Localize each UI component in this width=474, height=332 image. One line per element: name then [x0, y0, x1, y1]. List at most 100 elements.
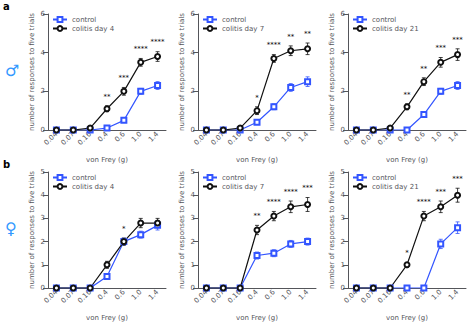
svg-text:3: 3 — [41, 214, 45, 222]
svg-text:1.0: 1.0 — [130, 130, 144, 144]
svg-text:0: 0 — [191, 126, 195, 134]
svg-text:**: ** — [304, 30, 312, 38]
svg-text:0: 0 — [41, 284, 45, 292]
svg-text:***: *** — [435, 44, 446, 52]
svg-text:**: ** — [287, 33, 295, 41]
svg-text:von Frey (g): von Frey (g) — [86, 314, 128, 322]
svg-text:4: 4 — [191, 191, 196, 199]
svg-text:4: 4 — [41, 49, 46, 57]
svg-text:0.4: 0.4 — [246, 130, 260, 144]
svg-text:colitis day 4: colitis day 4 — [72, 183, 115, 191]
svg-text:1.0: 1.0 — [430, 288, 444, 302]
svg-text:0: 0 — [191, 284, 195, 292]
svg-text:3: 3 — [341, 214, 345, 222]
svg-text:number of responses to five tr: number of responses to five trials — [328, 13, 336, 131]
svg-text:6: 6 — [41, 10, 46, 18]
svg-text:0.6: 0.6 — [413, 130, 427, 144]
svg-text:**: ** — [404, 91, 412, 99]
svg-text:2: 2 — [191, 238, 195, 246]
svg-text:4: 4 — [341, 49, 346, 57]
svg-text:0: 0 — [341, 284, 345, 292]
svg-text:**: ** — [104, 93, 112, 101]
svg-text:control: control — [72, 174, 96, 182]
svg-text:1.4: 1.4 — [147, 130, 161, 144]
svg-text:control: control — [222, 16, 246, 24]
svg-text:1.4: 1.4 — [447, 288, 461, 302]
svg-text:colitis day 7: colitis day 7 — [222, 183, 264, 191]
svg-text:****: **** — [417, 198, 432, 206]
svg-text:control: control — [372, 174, 396, 182]
svg-text:control: control — [222, 174, 246, 182]
svg-text:****: **** — [134, 45, 149, 53]
svg-text:1: 1 — [191, 261, 195, 269]
svg-text:0.6: 0.6 — [113, 288, 127, 302]
svg-text:1.4: 1.4 — [297, 288, 311, 302]
svg-text:number of responses to five tr: number of responses to five trials — [28, 13, 36, 131]
svg-text:number of responses to five tr: number of responses to five trials — [328, 171, 336, 289]
svg-text:colitis day 7: colitis day 7 — [222, 25, 264, 33]
svg-text:0.6: 0.6 — [263, 130, 277, 144]
svg-text:number of responses to five tr: number of responses to five trials — [178, 13, 186, 131]
svg-text:number of responses to five tr: number of responses to five trials — [28, 171, 36, 289]
svg-text:4: 4 — [341, 191, 346, 199]
svg-text:2: 2 — [341, 238, 345, 246]
svg-text:6: 6 — [191, 10, 196, 18]
svg-text:von Frey (g): von Frey (g) — [86, 156, 128, 164]
svg-text:2: 2 — [41, 87, 45, 95]
svg-text:5: 5 — [41, 168, 45, 176]
svg-text:colitis day 21: colitis day 21 — [372, 183, 419, 191]
svg-text:5: 5 — [341, 168, 345, 176]
svg-text:*: * — [122, 225, 126, 233]
svg-text:4: 4 — [191, 49, 196, 57]
svg-text:von Frey (g): von Frey (g) — [236, 156, 278, 164]
svg-text:1.0: 1.0 — [280, 288, 294, 302]
svg-text:***: *** — [302, 184, 313, 192]
svg-text:**: ** — [420, 65, 428, 73]
svg-text:0: 0 — [341, 126, 345, 134]
svg-text:a: a — [3, 1, 10, 12]
svg-text:***: *** — [452, 175, 463, 183]
svg-text:control: control — [372, 16, 396, 24]
svg-text:1.0: 1.0 — [280, 130, 294, 144]
svg-text:***: *** — [435, 188, 446, 196]
svg-text:von Frey (g): von Frey (g) — [236, 314, 278, 322]
svg-text:0.4: 0.4 — [96, 130, 110, 144]
svg-text:****: **** — [151, 38, 166, 46]
svg-text:1.0: 1.0 — [130, 288, 144, 302]
svg-text:0.6: 0.6 — [263, 288, 277, 302]
svg-text:0.6: 0.6 — [113, 130, 127, 144]
svg-text:0.4: 0.4 — [96, 288, 110, 302]
svg-text:number of responses to five tr: number of responses to five trials — [178, 171, 186, 289]
svg-text:5: 5 — [191, 168, 195, 176]
svg-text:1.4: 1.4 — [147, 288, 161, 302]
svg-text:0: 0 — [41, 126, 45, 134]
svg-text:4: 4 — [41, 191, 46, 199]
svg-text:von Frey (g): von Frey (g) — [386, 156, 428, 164]
svg-text:0.4: 0.4 — [246, 288, 260, 302]
svg-text:1.4: 1.4 — [447, 130, 461, 144]
svg-text:***: *** — [452, 36, 463, 44]
svg-text:***: *** — [119, 74, 130, 82]
svg-text:colitis day 4: colitis day 4 — [72, 25, 115, 33]
svg-text:*: * — [255, 94, 259, 102]
svg-text:1: 1 — [41, 261, 45, 269]
svg-text:colitis day 21: colitis day 21 — [372, 25, 419, 33]
svg-text:**: ** — [254, 212, 262, 220]
svg-text:2: 2 — [341, 87, 345, 95]
svg-text:1.4: 1.4 — [297, 130, 311, 144]
svg-text:2: 2 — [191, 87, 195, 95]
svg-text:2: 2 — [41, 238, 45, 246]
svg-text:****: **** — [267, 41, 282, 49]
svg-text:b: b — [3, 159, 10, 170]
svg-text:♂: ♂ — [5, 61, 19, 80]
svg-text:1: 1 — [341, 261, 345, 269]
svg-text:3: 3 — [191, 214, 195, 222]
svg-text:1.0: 1.0 — [430, 130, 444, 144]
svg-text:♀: ♀ — [5, 219, 17, 238]
svg-text:control: control — [72, 16, 96, 24]
svg-text:von Frey (g): von Frey (g) — [386, 314, 428, 322]
svg-text:****: **** — [267, 198, 282, 206]
svg-text:*: * — [405, 249, 409, 257]
svg-text:6: 6 — [341, 10, 346, 18]
svg-text:****: **** — [284, 188, 299, 196]
